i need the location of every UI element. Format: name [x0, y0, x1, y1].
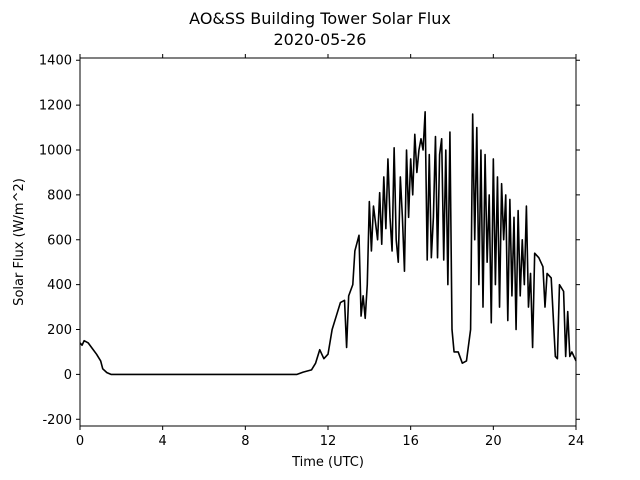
y-tick-label: 600 — [47, 233, 72, 248]
y-tick-label: -200 — [42, 413, 72, 428]
y-tick-label: 0 — [64, 368, 72, 383]
x-tick-label: 24 — [568, 434, 585, 449]
y-tick-label: 1400 — [39, 54, 72, 69]
y-tick-label: 400 — [47, 278, 72, 293]
plot-frame — [79, 57, 577, 427]
x-tick-label: 16 — [402, 434, 419, 449]
y-tick-label: 1000 — [39, 144, 72, 159]
y-axis-label: Solar Flux (W/m^2) — [12, 178, 27, 306]
x-tick-label: 12 — [320, 434, 337, 449]
chart-subtitle: 2020-05-26 — [274, 30, 367, 49]
y-tick-label: 200 — [47, 323, 72, 338]
x-tick-label: 0 — [76, 434, 84, 449]
y-tick-label: 1200 — [39, 99, 72, 114]
y-tick-label: 800 — [47, 188, 72, 203]
x-tick-label: 8 — [241, 434, 249, 449]
x-tick-label: 4 — [159, 434, 167, 449]
chart-title: AO&SS Building Tower Solar Flux — [189, 9, 451, 28]
x-tick-label: 20 — [485, 434, 502, 449]
data-line — [79, 111, 577, 376]
x-axis-label: Time (UTC) — [291, 455, 364, 470]
